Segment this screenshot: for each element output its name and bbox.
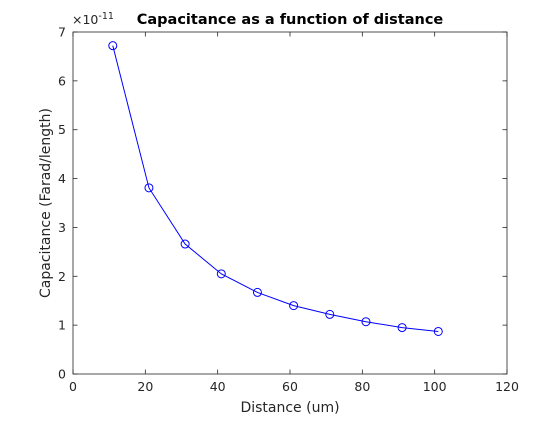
data-point <box>433 326 443 336</box>
x-tick-label: 40 <box>210 379 226 394</box>
y-exponent-power: -11 <box>98 11 114 22</box>
y-exponent-base: ×10 <box>72 12 98 27</box>
series-line <box>112 45 439 332</box>
x-tick-label: 100 <box>423 379 447 394</box>
y-axis-exponent: ×10-11 <box>72 11 114 27</box>
x-tick-label: 120 <box>495 379 519 394</box>
x-tick-label: 80 <box>354 379 370 394</box>
y-tick-label: 7 <box>58 25 66 40</box>
series-group <box>108 41 443 336</box>
data-point <box>289 301 299 311</box>
data-point <box>252 287 262 297</box>
x-tick-label: 20 <box>137 379 153 394</box>
y-tick-label: 5 <box>58 122 66 137</box>
x-axis-label: Distance (um) <box>240 400 339 416</box>
data-point <box>180 239 190 249</box>
y-axis-ticks: 0 1 2 3 4 5 6 7 <box>58 25 507 382</box>
data-point <box>361 317 371 327</box>
data-point <box>144 183 154 193</box>
chart-title: Capacitance as a function of distance <box>137 12 444 28</box>
y-tick-label: 2 <box>58 269 66 284</box>
y-tick-label: 4 <box>58 171 66 186</box>
data-point <box>397 323 407 333</box>
y-axis-label: Capacitance (Farad/length) <box>38 108 54 298</box>
data-point <box>325 309 335 319</box>
y-tick-label: 0 <box>58 367 66 382</box>
plot-area <box>72 31 508 375</box>
data-point <box>216 269 226 279</box>
x-tick-label: 0 <box>69 379 77 394</box>
y-tick-label: 1 <box>58 318 66 333</box>
data-point <box>108 41 118 51</box>
y-tick-label: 3 <box>58 220 66 235</box>
x-tick-label: 60 <box>282 379 298 394</box>
x-axis-ticks: 0 20 40 60 80 100 120 <box>69 32 519 394</box>
y-tick-label: 6 <box>58 73 66 88</box>
